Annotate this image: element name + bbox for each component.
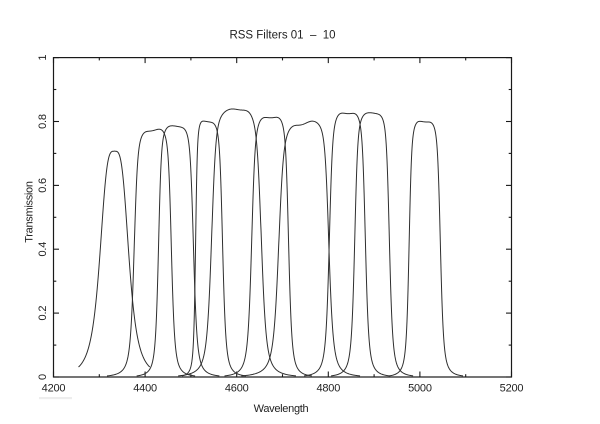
svg-text:5000: 5000 [408,383,432,395]
svg-text:RSS Filters 01 – 10: RSS Filters 01 – 10 [229,30,335,42]
svg-text:Transmission: Transmission [24,181,36,243]
svg-text:4200: 4200 [42,383,66,395]
svg-text:0: 0 [37,374,49,380]
svg-text:0.4: 0.4 [37,242,49,257]
svg-text:4400: 4400 [133,383,157,395]
svg-text:5200: 5200 [500,383,524,395]
svg-text:1: 1 [37,55,49,61]
svg-text:Wavelength: Wavelength [254,403,309,415]
svg-text:0.6: 0.6 [37,178,49,193]
svg-text:0.8: 0.8 [37,114,49,129]
svg-text:4600: 4600 [225,383,249,395]
svg-text:4800: 4800 [316,383,340,395]
svg-text:0.2: 0.2 [37,306,49,321]
